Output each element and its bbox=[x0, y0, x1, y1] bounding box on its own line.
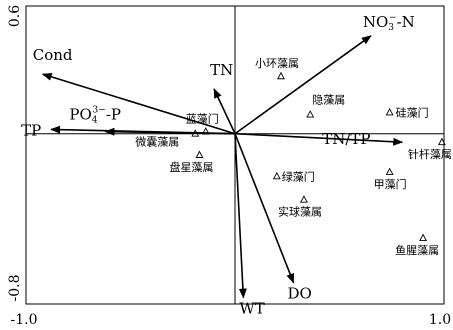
vector-arrow-po4-3-p bbox=[104, 127, 236, 136]
y-tick-label-min: -0.8 bbox=[7, 275, 23, 302]
vector-arrow-no3-n bbox=[234, 35, 372, 135]
vector-label-tp: TP bbox=[21, 121, 41, 139]
vector-label-do: DO bbox=[288, 285, 312, 303]
species-marker-3 bbox=[201, 127, 210, 135]
y-tick-label-max: 0.6 bbox=[7, 5, 23, 27]
environment-vectors: Cond TN TP NO3−-N PO43−-P TN/TP WT DO bbox=[21, 13, 415, 318]
vector-label-no3-n: NO3−-N bbox=[363, 13, 415, 33]
species-marker-9 bbox=[300, 195, 308, 203]
species-label-4: 微囊藻属 bbox=[135, 135, 179, 149]
vector-arrow-tn-tp bbox=[234, 132, 404, 146]
species-label-6: 针杆藻属 bbox=[408, 147, 452, 161]
vector-label-tn: TN bbox=[210, 61, 233, 79]
species-marker-0 bbox=[277, 71, 285, 80]
species-marker-2 bbox=[385, 107, 394, 116]
vector-arrow-cond bbox=[41, 72, 236, 135]
species-marker-7 bbox=[272, 171, 281, 180]
vector-label-wt: WT bbox=[239, 300, 264, 318]
species-label-7: 绿藻门 bbox=[282, 169, 315, 183]
species-label-10: 鱼腥藻属 bbox=[395, 243, 439, 257]
x-tick-label-min: -1.0 bbox=[11, 312, 38, 328]
species-label-2: 硅藻门 bbox=[396, 105, 429, 119]
species-marker-6 bbox=[437, 137, 446, 146]
vector-label-cond: Cond bbox=[33, 46, 73, 64]
species-marker-4 bbox=[191, 129, 200, 137]
vector-label-tn-tp: TN/TP bbox=[322, 130, 370, 148]
species-label-8: 甲藻门 bbox=[374, 177, 407, 191]
species-label-5: 盘星藻属 bbox=[169, 160, 213, 174]
x-tick-label-max: 1.0 bbox=[429, 312, 451, 328]
species-label-1: 隐藻属 bbox=[312, 94, 345, 107]
species-label-0: 小环藻属 bbox=[255, 57, 299, 70]
species-label-9: 实球藻属 bbox=[278, 205, 322, 219]
vector-label-po4-3-p: PO43−-P bbox=[69, 106, 121, 126]
vector-arrow-tn bbox=[213, 88, 236, 135]
species-marker-5 bbox=[195, 150, 204, 158]
species-marker-8 bbox=[385, 167, 394, 175]
species-marker-1 bbox=[306, 110, 315, 118]
species-label-3: 蓝藻门 bbox=[186, 112, 219, 126]
species-marker-10 bbox=[419, 233, 428, 241]
vector-arrow-do bbox=[234, 133, 295, 284]
vector-arrow-wt bbox=[234, 133, 247, 299]
